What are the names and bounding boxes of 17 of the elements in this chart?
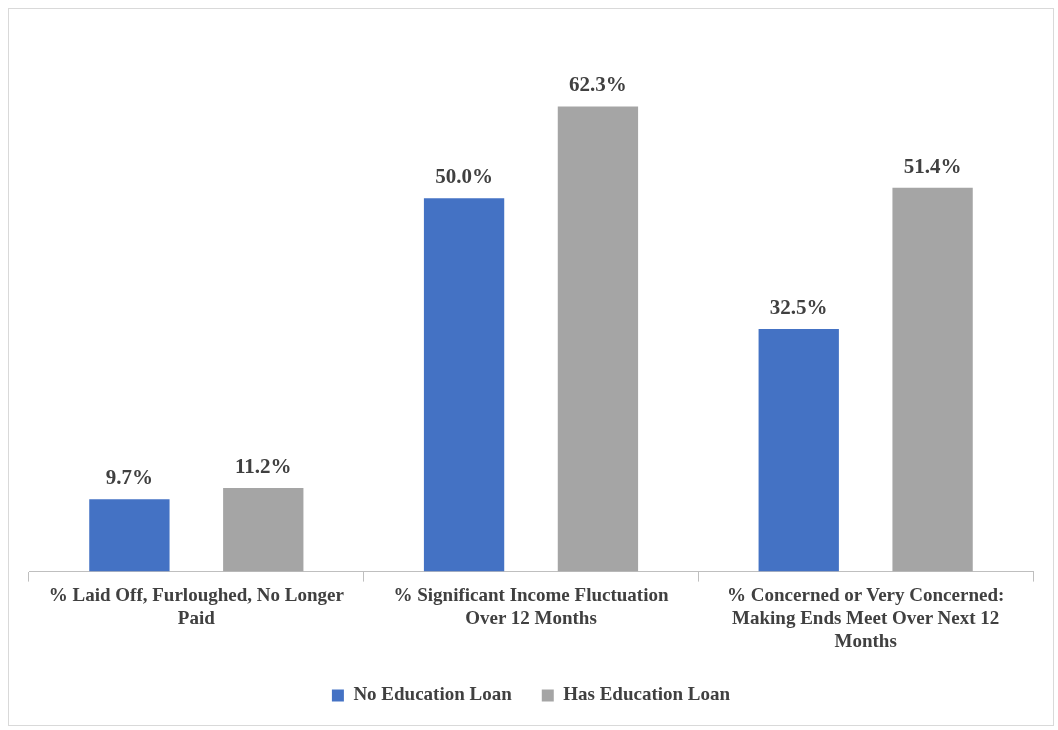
data-label: 62.3%: [569, 72, 627, 97]
data-label: 9.7%: [105, 465, 154, 490]
bar: [892, 187, 973, 572]
bar: [758, 328, 839, 572]
x-tick-label: % Significant Income Fluctuation Over 12 Months: [393, 583, 669, 628]
bar: [223, 487, 304, 572]
data-label: 11.2%: [234, 453, 292, 478]
bar: [557, 106, 639, 572]
x-tick-label: % Laid Off, Furloughed, No Longer Paid: [48, 583, 345, 628]
data-label: 51.4%: [903, 153, 962, 178]
legend-label: No Education Loan: [353, 683, 513, 705]
data-label: 32.5%: [769, 294, 828, 319]
bar: [89, 499, 170, 572]
bar: [423, 198, 505, 572]
legend-label: Has Education Loan: [563, 683, 731, 705]
x-tick-label: % Concerned or Very Concerned: Making Ends Meet Over Next 12 Months: [727, 583, 1005, 651]
data-label: 50.0%: [435, 164, 493, 189]
